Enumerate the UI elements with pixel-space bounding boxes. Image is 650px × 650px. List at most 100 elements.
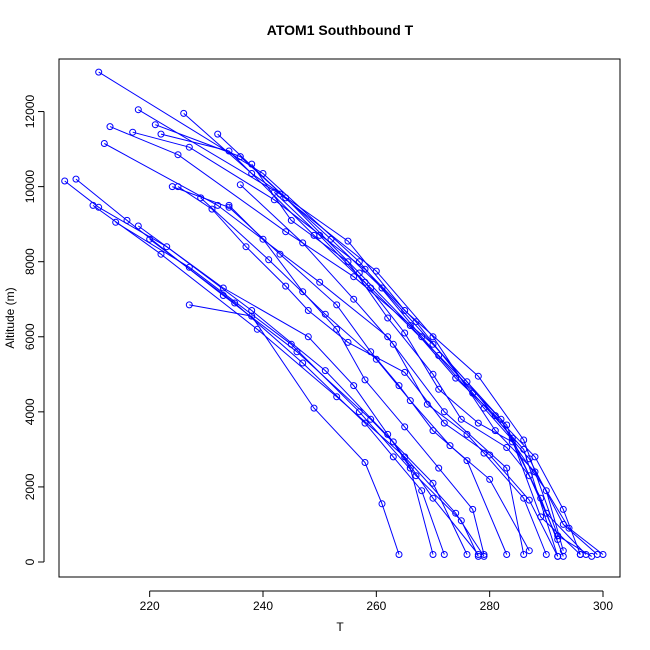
data-point [457, 415, 465, 423]
y-tick-label: 12000 [23, 95, 37, 129]
series-line-16 [200, 197, 530, 551]
data-point [554, 552, 562, 560]
data-point [531, 468, 539, 476]
data-point [457, 517, 465, 525]
data-point [542, 551, 550, 558]
data-point [112, 218, 120, 226]
data-point [554, 536, 562, 543]
data-point [134, 222, 142, 230]
x-tick-label: 280 [480, 599, 500, 613]
data-point [576, 551, 584, 558]
series-line-11 [92, 204, 485, 557]
data-point [236, 153, 244, 161]
data-point [185, 263, 193, 271]
data-point [401, 368, 409, 376]
series-line-13 [138, 225, 434, 555]
data-point [372, 355, 380, 363]
data-point [559, 505, 567, 513]
data-point [525, 547, 533, 555]
data-point [333, 325, 341, 333]
data-point [89, 201, 97, 209]
data-point [344, 237, 352, 245]
data-point [287, 340, 295, 348]
data-point [361, 278, 369, 286]
series-line-23 [228, 205, 485, 555]
data-point [474, 419, 482, 427]
series-line-9 [75, 178, 468, 555]
data-point [401, 329, 409, 337]
data-point [418, 487, 426, 495]
data-point [384, 430, 392, 438]
data-point [151, 121, 159, 129]
data-point [316, 231, 324, 239]
data-point [537, 513, 545, 521]
series-line-6 [104, 143, 525, 555]
data-point [389, 340, 397, 348]
data-point [95, 68, 103, 76]
data-point [174, 183, 182, 191]
data-point [372, 267, 380, 275]
data-point [452, 509, 460, 517]
data-point [588, 552, 596, 560]
data-point [350, 295, 358, 303]
data-point [401, 423, 409, 431]
data-point [225, 147, 233, 155]
x-tick-label: 220 [140, 599, 160, 613]
y-tick-label: 0 [23, 558, 37, 565]
data-point [157, 130, 165, 138]
data-point [463, 551, 471, 558]
data-point [253, 325, 261, 333]
series-line-17 [217, 133, 581, 555]
data-point [418, 333, 426, 341]
data-point [486, 475, 494, 483]
data-point [389, 438, 397, 446]
data-point [231, 299, 239, 307]
data-point [429, 479, 437, 487]
series-line-22 [177, 186, 559, 557]
series-line-1 [98, 71, 598, 555]
data-point [361, 265, 369, 273]
data-point [446, 442, 454, 450]
data-point [197, 194, 205, 202]
data-point [401, 307, 409, 314]
data-point [537, 494, 545, 502]
data-point [520, 436, 528, 444]
data-point [299, 239, 307, 247]
data-point [440, 419, 448, 427]
data-point [429, 333, 437, 341]
data-point [452, 374, 460, 382]
data-point [559, 520, 567, 528]
data-point [525, 472, 533, 480]
data-point [503, 421, 511, 429]
data-point [355, 258, 363, 266]
data-point [412, 318, 420, 326]
data-point [412, 472, 420, 480]
data-point [554, 532, 562, 540]
data-point [520, 551, 528, 558]
data-point [225, 203, 233, 211]
data-point [355, 269, 363, 277]
data-point [350, 382, 358, 390]
data-point [429, 427, 437, 435]
series-line-8 [160, 133, 581, 555]
y-tick-label: 4000 [23, 398, 37, 425]
data-point [440, 408, 448, 416]
data-point [219, 292, 227, 299]
y-tick-label: 10000 [23, 170, 37, 204]
data-point [185, 301, 193, 309]
data-point [344, 338, 352, 346]
data-point [469, 389, 477, 397]
data-point [214, 130, 222, 138]
data-point [367, 284, 375, 292]
data-point [367, 348, 375, 356]
data-point [429, 494, 437, 502]
series-line-4 [183, 113, 592, 557]
data-point [480, 404, 488, 412]
data-point [542, 509, 550, 517]
data-point [299, 288, 307, 296]
chart-title: ATOM1 Southbound T [267, 22, 414, 38]
axes: 220 240 260 280 300 0 2000 4000 6000 8000 10000 120… [23, 95, 613, 613]
data-point [72, 175, 80, 183]
data-point [503, 464, 511, 472]
data-point [123, 216, 131, 224]
